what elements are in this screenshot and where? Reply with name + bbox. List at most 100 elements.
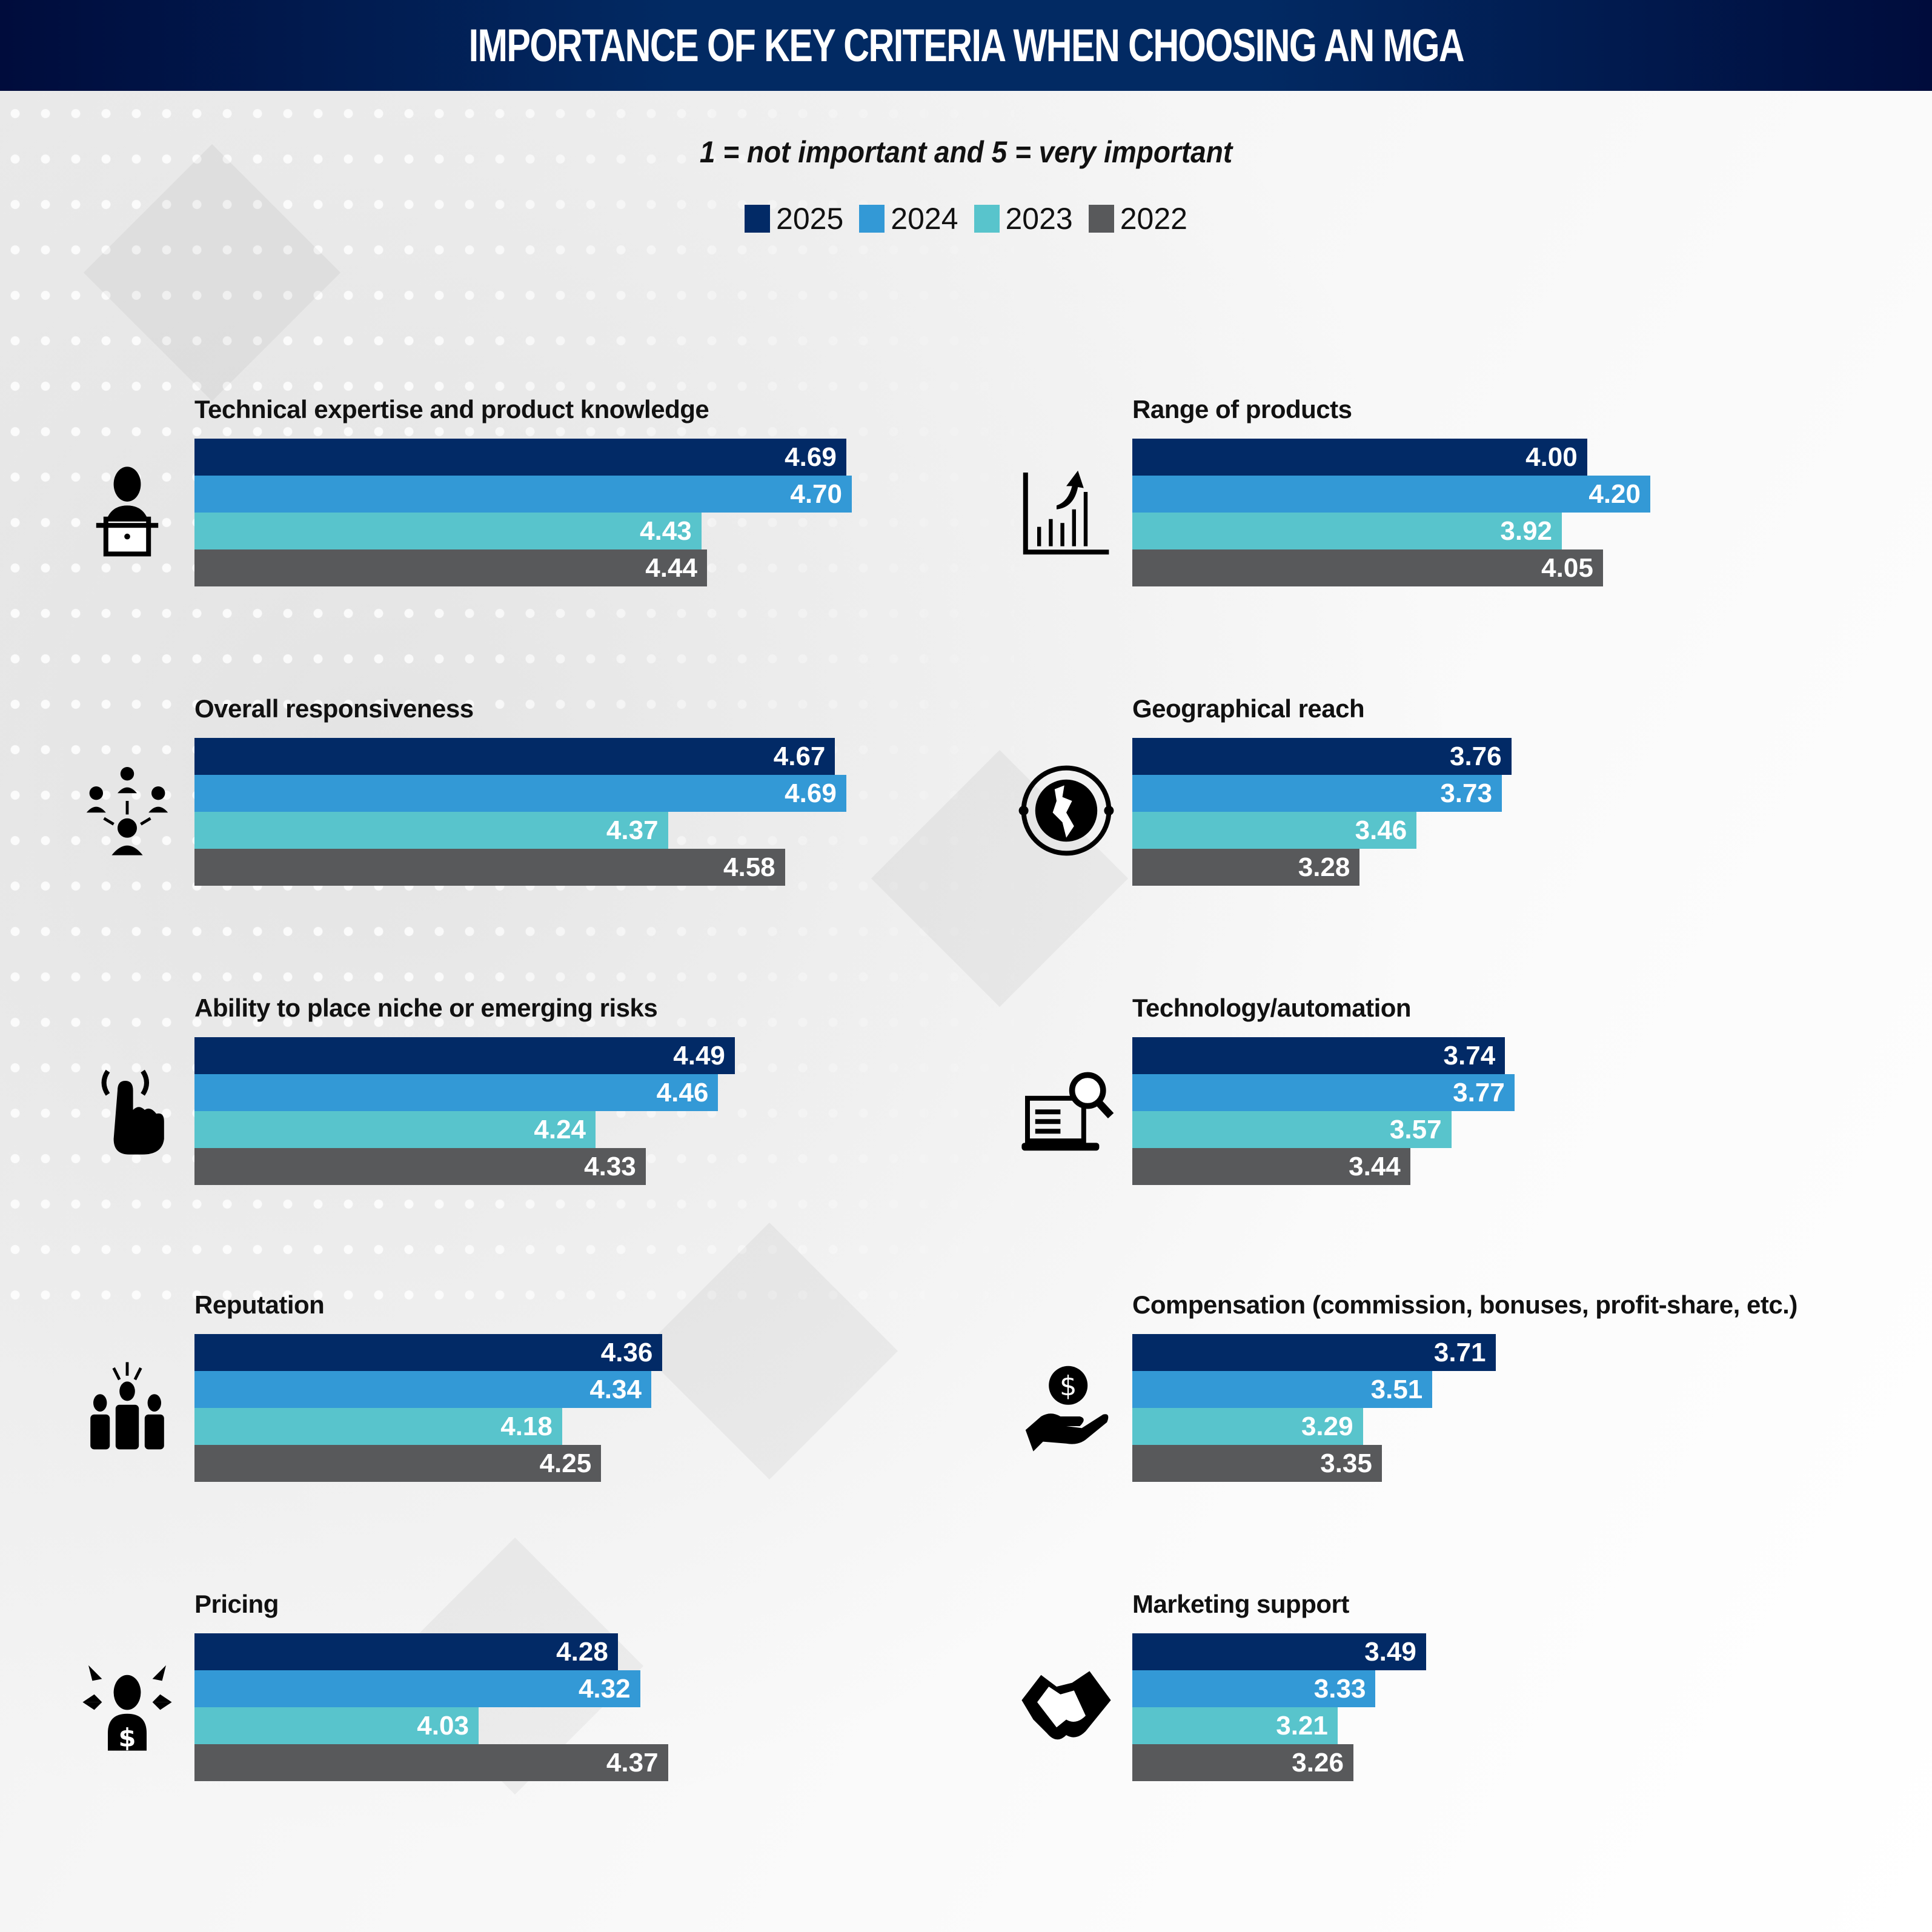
bar-value-label: 3.35	[1320, 1448, 1372, 1478]
bar-value-label: 3.26	[1292, 1747, 1344, 1778]
hand-dollar-icon: $	[1018, 1358, 1115, 1455]
bar-value-label: 3.46	[1355, 815, 1407, 845]
header-banner: IMPORTANCE OF KEY CRITERIA WHEN CHOOSING…	[0, 0, 1932, 91]
legend-swatch	[1088, 205, 1114, 233]
bar-2025: 4.69	[194, 439, 846, 476]
bar-value-label: 4.24	[534, 1114, 586, 1144]
bar-2025: 4.67	[194, 738, 835, 775]
page-title: IMPORTANCE OF KEY CRITERIA WHEN CHOOSING…	[468, 19, 1464, 71]
bar-2024: 4.69	[194, 775, 846, 812]
legend-label: 2024	[891, 202, 958, 236]
bar-value-label: 3.74	[1443, 1040, 1496, 1071]
bar-2022: 3.28	[1132, 849, 1360, 886]
person-laptop-icon	[79, 463, 176, 560]
legend-item-2023: 2023	[974, 201, 1073, 236]
globe-icon	[1018, 762, 1115, 859]
bar-value-label: 4.37	[606, 815, 659, 845]
bar-2025: 4.49	[194, 1037, 735, 1074]
criterion-title: Range of products	[1132, 395, 1352, 423]
bar-2023: 4.43	[194, 513, 702, 549]
bar-2023: 4.37	[194, 812, 668, 849]
bar-value-label: 4.67	[773, 741, 826, 771]
bar-2022: 4.58	[194, 849, 785, 886]
bar-value-label: 4.05	[1541, 553, 1593, 583]
bar-2023: 3.46	[1132, 812, 1417, 849]
bar-value-label: 3.29	[1301, 1411, 1353, 1441]
bar-2024: 3.33	[1132, 1670, 1376, 1707]
criterion-title: Technical expertise and product knowledg…	[194, 395, 709, 423]
group-leader-icon	[79, 1358, 176, 1455]
bar-value-label: 4.28	[556, 1636, 608, 1667]
bar-value-label: 4.69	[785, 442, 837, 472]
bar-value-label: 3.51	[1370, 1374, 1423, 1404]
bar-2024: 4.32	[194, 1670, 640, 1707]
legend: 2025 2024 2023 2022	[0, 201, 1932, 236]
bar-2025: 4.36	[194, 1334, 663, 1371]
bar-value-label: 4.58	[723, 852, 775, 882]
bar-2024: 4.46	[194, 1074, 719, 1111]
bar-value-label: 4.03	[417, 1710, 469, 1741]
bar-2023: 4.03	[194, 1707, 479, 1744]
bar-2025: 3.76	[1132, 738, 1512, 775]
bar-value-label: 4.43	[640, 516, 692, 546]
bar-value-label: 3.21	[1276, 1710, 1328, 1741]
bar-2025: 3.74	[1132, 1037, 1505, 1074]
bar-value-label: 3.76	[1449, 741, 1502, 771]
criterion-title: Pricing	[194, 1590, 279, 1618]
bar-value-label: 3.73	[1440, 778, 1492, 808]
bar-value-label: 4.44	[645, 553, 697, 583]
bar-2024: 4.70	[194, 476, 852, 513]
bar-value-label: 4.70	[790, 479, 842, 509]
bar-value-label: 4.20	[1588, 479, 1641, 509]
bar-2022: 3.44	[1132, 1148, 1410, 1185]
criterion-title: Technology/automation	[1132, 994, 1412, 1022]
bar-2023: 3.29	[1132, 1408, 1363, 1445]
bar-value-label: 4.36	[600, 1337, 653, 1367]
criterion-title: Overall responsiveness	[194, 694, 474, 723]
touch-hand-icon	[79, 1061, 176, 1158]
bar-2023: 3.57	[1132, 1111, 1452, 1148]
bar-value-label: 3.49	[1364, 1636, 1416, 1667]
bar-2024: 4.34	[194, 1371, 651, 1408]
person-dollar-arrows-icon: $	[79, 1658, 176, 1754]
bar-2022: 4.33	[194, 1148, 646, 1185]
bar-2023: 3.21	[1132, 1707, 1338, 1744]
bar-value-label: 3.71	[1433, 1337, 1486, 1367]
bar-2023: 4.18	[194, 1408, 562, 1445]
legend-swatch	[974, 205, 1000, 233]
bar-value-label: 4.00	[1525, 442, 1578, 472]
criterion-title: Compensation (commission, bonuses, profi…	[1132, 1290, 1798, 1319]
bar-2025: 4.28	[194, 1633, 618, 1670]
bar-2022: 3.35	[1132, 1445, 1382, 1482]
handshake-icon	[1018, 1658, 1115, 1754]
bar-value-label: 3.28	[1298, 852, 1350, 882]
bar-value-label: 3.44	[1349, 1151, 1401, 1181]
bar-2022: 4.37	[194, 1744, 668, 1781]
legend-swatch	[859, 205, 885, 233]
legend-label: 2023	[1005, 202, 1073, 236]
bar-value-label: 4.32	[578, 1673, 631, 1704]
bar-value-label: 3.92	[1500, 516, 1553, 546]
bar-2024: 3.73	[1132, 775, 1502, 812]
bar-value-label: 4.69	[785, 778, 837, 808]
bar-value-label: 4.34	[589, 1374, 642, 1404]
legend-item-2022: 2022	[1088, 201, 1187, 236]
bar-value-label: 4.25	[539, 1448, 592, 1478]
bar-value-label: 4.33	[584, 1151, 636, 1181]
criterion-title: Ability to place niche or emerging risks	[194, 994, 658, 1022]
bar-value-label: 4.49	[673, 1040, 725, 1071]
bar-2022: 3.26	[1132, 1744, 1353, 1781]
legend-swatch	[745, 205, 771, 233]
growth-chart-icon	[1018, 463, 1115, 560]
network-people-icon	[79, 762, 176, 859]
legend-item-2025: 2025	[745, 201, 843, 236]
svg-text:$: $	[1060, 1370, 1077, 1402]
bar-value-label: 4.37	[606, 1747, 659, 1778]
bar-2022: 4.44	[194, 549, 707, 586]
bar-value-label: 4.18	[500, 1411, 553, 1441]
bar-value-label: 4.46	[656, 1077, 709, 1107]
laptop-search-icon	[1018, 1061, 1115, 1158]
bar-value-label: 3.57	[1389, 1114, 1442, 1144]
bar-2022: 4.05	[1132, 549, 1603, 586]
bar-2025: 3.49	[1132, 1633, 1426, 1670]
